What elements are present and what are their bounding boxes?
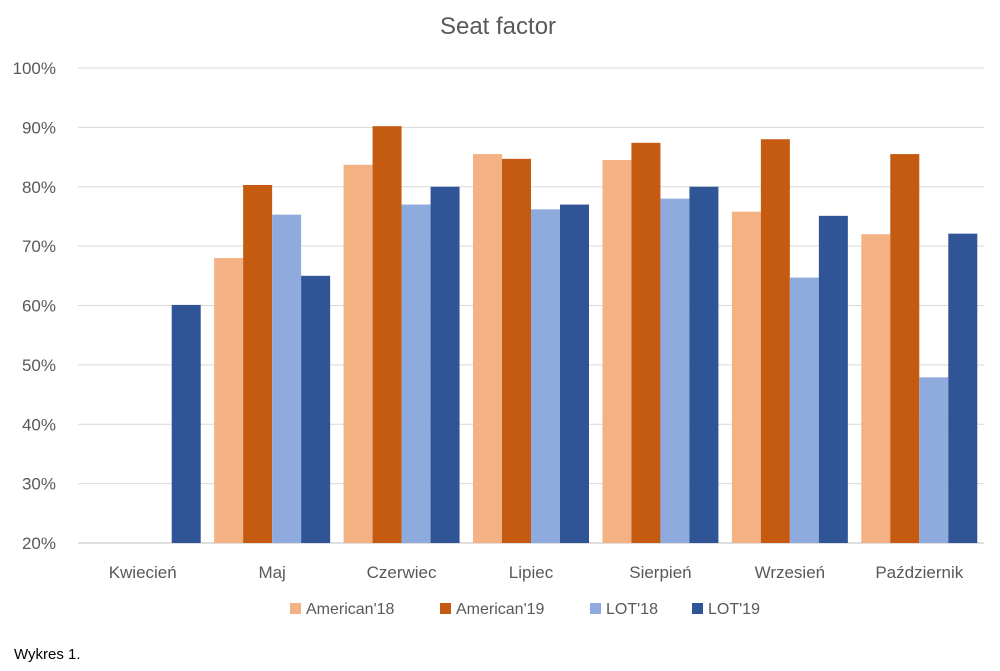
bar: [660, 198, 690, 543]
figure-caption: Wykres 1.: [14, 646, 81, 663]
x-category-label: Kwiecień: [109, 563, 177, 582]
legend-swatch: [692, 603, 703, 614]
legend-label: LOT'19: [708, 601, 760, 618]
bar: [301, 275, 331, 543]
bar: [214, 258, 244, 543]
bar: [789, 277, 819, 543]
bar: [731, 211, 761, 543]
chart-title: Seat factor: [440, 13, 556, 40]
bar: [272, 214, 302, 543]
y-tick-label: 70%: [22, 237, 56, 256]
bar: [602, 160, 632, 543]
bar: [560, 204, 589, 543]
y-tick-label: 90%: [22, 118, 56, 137]
x-axis-categories: Kwiecień Maj Czerwiec Lipiec Sierpień Wrzesie…: [109, 563, 964, 582]
legend-item: LOT'19: [692, 601, 760, 618]
bar: [890, 154, 920, 543]
bar: [473, 154, 502, 543]
bar: [631, 142, 661, 543]
legend-swatch: [440, 603, 451, 614]
x-category-label: Wrzesień: [755, 563, 826, 582]
y-axis-ticks: 20% 30% 40% 50% 60% 70% 80% 90% 100%: [13, 59, 56, 553]
y-tick-label: 80%: [22, 178, 56, 197]
x-category-label: Październik: [875, 563, 963, 582]
y-tick-label: 20%: [22, 534, 56, 553]
x-category-label: Maj: [258, 563, 285, 582]
bar: [760, 139, 790, 543]
legend-label: American'19: [456, 601, 545, 618]
bar: [861, 234, 891, 543]
bar: [401, 204, 431, 543]
y-tick-label: 30%: [22, 475, 56, 494]
bar: [948, 233, 978, 543]
x-category-label: Sierpień: [629, 563, 691, 582]
bar: [243, 184, 273, 543]
y-tick-label: 100%: [13, 59, 56, 78]
bar: [343, 164, 373, 543]
bar: [430, 186, 460, 543]
legend-item: American'18: [290, 601, 395, 618]
bars: [171, 126, 978, 543]
legend-swatch: [590, 603, 601, 614]
x-category-label: Lipiec: [509, 563, 554, 582]
legend-item: LOT'18: [590, 601, 658, 618]
legend: American'18 American'19 LOT'18 LOT'19: [290, 601, 760, 618]
x-category-label: Czerwiec: [367, 563, 437, 582]
bar: [818, 215, 848, 543]
bar: [372, 126, 402, 543]
y-tick-label: 40%: [22, 415, 56, 434]
bar: [531, 209, 560, 543]
legend-item: American'19: [440, 601, 545, 618]
bar: [502, 158, 531, 543]
bar: [171, 304, 201, 543]
legend-label: American'18: [306, 601, 395, 618]
y-tick-label: 60%: [22, 297, 56, 316]
bar: [689, 186, 719, 543]
y-tick-label: 50%: [22, 356, 56, 375]
bar: [919, 377, 949, 543]
legend-swatch: [290, 603, 301, 614]
legend-label: LOT'18: [606, 601, 658, 618]
